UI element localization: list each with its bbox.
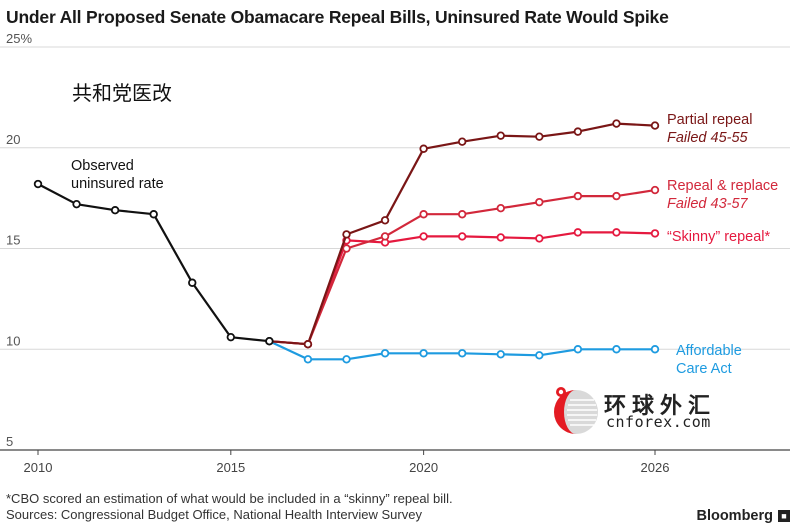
- data-point-skinny: [535, 234, 544, 243]
- data-point-observed: [149, 210, 158, 219]
- data-point-skinny: [612, 228, 621, 237]
- data-point-partial: [650, 121, 660, 130]
- series-label-line: “Skinny” repeal*: [667, 229, 771, 245]
- data-point-aca: [573, 345, 583, 354]
- data-point-aca: [419, 349, 428, 358]
- watermark-site-chinese: 环球外汇: [604, 393, 717, 419]
- x-tick-label: 2010: [24, 460, 53, 475]
- y-tick-label: 15: [6, 233, 20, 248]
- data-point-observed: [72, 199, 81, 209]
- data-point-aca: [650, 345, 660, 354]
- data-point-aca: [535, 351, 544, 360]
- y-tick-label: 20: [6, 132, 20, 147]
- data-point-replace: [573, 191, 583, 201]
- series-label-observed: Observed uninsured rate: [71, 158, 164, 192]
- data-point-partial: [303, 340, 313, 349]
- data-point-partial: [612, 119, 621, 128]
- series-label-aca: Affordable Care Act: [676, 343, 742, 377]
- chinese-headline: 共和党医改: [72, 81, 172, 105]
- series-label-partial: Partial repeal Failed 45-55: [667, 112, 752, 146]
- x-tick-label: 2020: [409, 460, 438, 475]
- data-point-replace: [380, 232, 390, 241]
- data-point-partial: [573, 127, 583, 136]
- data-point-partial: [496, 131, 505, 140]
- data-point-skinny: [573, 228, 583, 237]
- data-point-aca: [612, 345, 621, 354]
- data-point-observed: [110, 206, 120, 215]
- series-label-line: Affordable: [676, 343, 742, 359]
- data-point-skinny: [650, 229, 660, 238]
- watermark-site-english: cnforex.com: [606, 413, 711, 431]
- data-point-aca: [380, 349, 390, 358]
- data-point-partial: [457, 137, 467, 146]
- brand-name: Bloomberg: [696, 508, 773, 524]
- series-label-vote: Failed 43-57: [667, 196, 749, 212]
- brand-logo: Bloomberg ■: [696, 508, 790, 524]
- data-point-partial: [419, 144, 428, 153]
- data-point-observed: [226, 332, 236, 342]
- series-labels: Observed uninsured rate Affordable Care Act…: [71, 112, 778, 377]
- footnote-note: *CBO scored an estimation of what would …: [6, 491, 453, 506]
- footnote: *CBO scored an estimation of what would …: [6, 491, 453, 523]
- series-label-vote: Failed 45-55: [667, 130, 749, 146]
- chart-title: Under All Proposed Senate Obamacare Repe…: [6, 7, 669, 27]
- series-label-replace: Repeal & replace Failed 43-57: [667, 178, 778, 212]
- data-point-replace: [535, 197, 544, 207]
- series-label-line: Observed: [71, 158, 134, 174]
- data-point-replace: [419, 210, 428, 219]
- data-point-partial: [535, 132, 544, 141]
- data-point-skinny: [419, 232, 428, 241]
- series-layer: [33, 119, 660, 364]
- data-point-aca: [496, 350, 505, 359]
- series-label-line: uninsured rate: [71, 176, 164, 192]
- data-point-partial: [342, 230, 351, 239]
- series-label-line: Partial repeal: [667, 112, 752, 128]
- data-point-replace: [650, 185, 660, 195]
- data-point-replace: [496, 203, 505, 213]
- footnote-sources: Sources: Congressional Budget Office, Na…: [6, 507, 422, 522]
- x-tick-label: 2015: [216, 460, 245, 475]
- series-label-line: Care Act: [676, 361, 732, 377]
- data-point-skinny: [457, 232, 467, 241]
- x-tick-label: 2026: [641, 460, 670, 475]
- cnforex-logo-icon: [554, 387, 598, 434]
- data-point-replace: [457, 210, 467, 219]
- data-point-observed: [188, 278, 197, 287]
- bloomberg-terminal-icon: ■: [778, 510, 790, 522]
- series-line-observed: [37, 183, 270, 343]
- data-point-aca: [342, 355, 351, 364]
- y-tick-label: 5: [6, 434, 13, 449]
- data-point-observed: [33, 179, 43, 189]
- data-point-replace: [342, 244, 351, 253]
- axis-labels: 5 10 15 20 25% 2010 2015 2020 2026: [6, 31, 669, 475]
- data-point-aca: [457, 349, 467, 358]
- series-label-line: Repeal & replace: [667, 178, 778, 194]
- series-label-skinny: “Skinny” repeal*: [667, 229, 771, 245]
- y-tick-label: 25%: [6, 31, 32, 46]
- cnforex-watermark: 环球外汇 cnforex.com: [548, 386, 718, 436]
- data-point-partial: [380, 216, 390, 225]
- data-point-skinny: [496, 233, 505, 242]
- data-point-observed: [265, 336, 274, 346]
- data-point-replace: [612, 191, 621, 201]
- data-point-aca: [303, 355, 313, 364]
- grid-lines: [0, 46, 790, 451]
- y-tick-label: 10: [6, 333, 20, 348]
